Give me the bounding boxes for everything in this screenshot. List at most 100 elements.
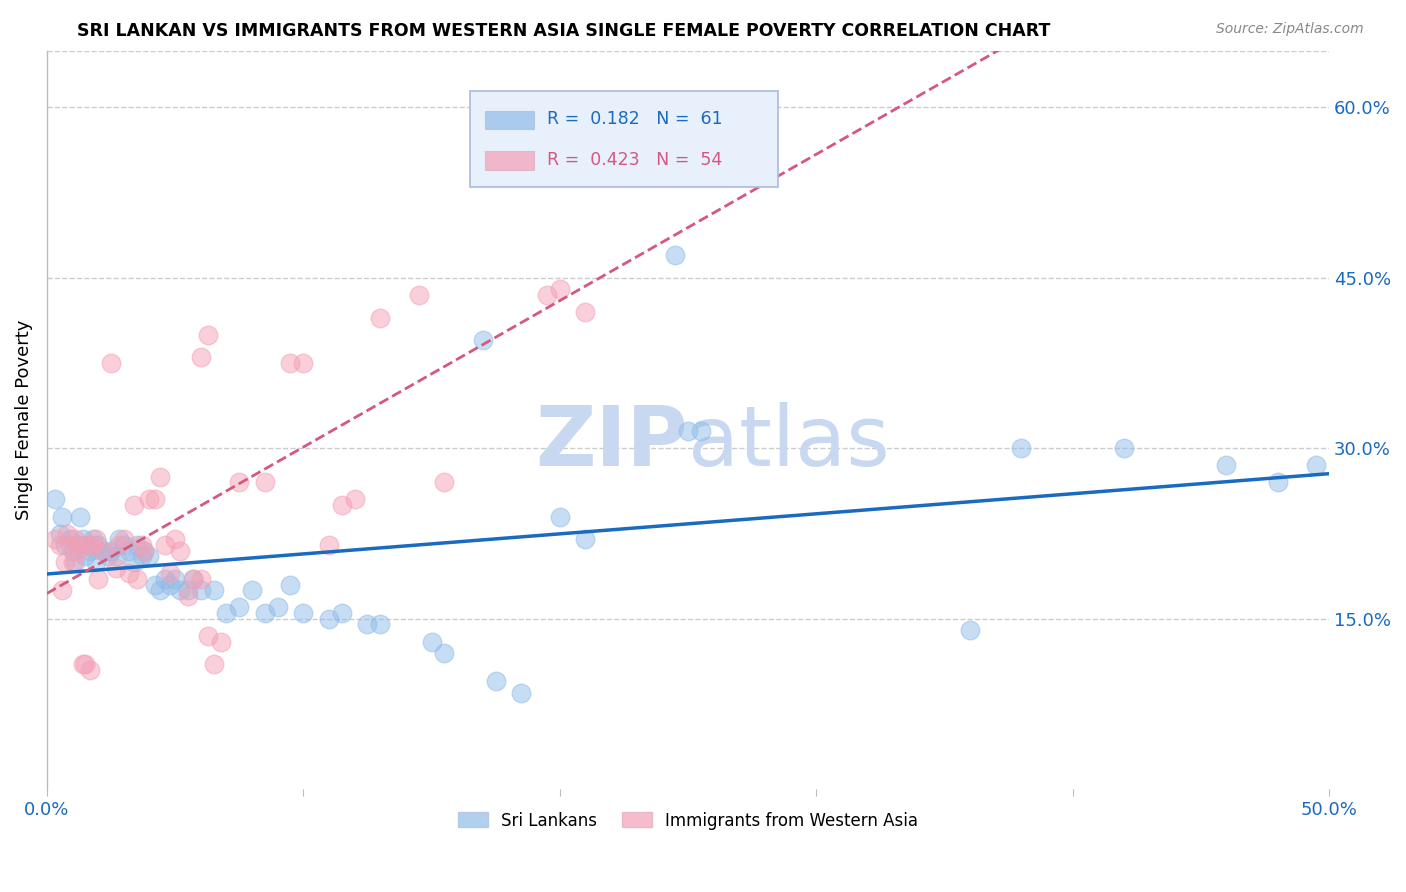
Y-axis label: Single Female Poverty: Single Female Poverty — [15, 319, 32, 520]
Point — [143, 577, 166, 591]
Point — [131, 549, 153, 564]
Point — [62, 543, 84, 558]
Point — [51, 509, 73, 524]
Point — [330, 606, 353, 620]
Point — [122, 498, 145, 512]
Point — [134, 543, 156, 558]
Point — [138, 549, 160, 564]
Point — [190, 351, 212, 365]
Point — [82, 538, 104, 552]
Point — [69, 509, 91, 524]
Point — [48, 526, 70, 541]
Point — [153, 538, 176, 552]
Text: atlas: atlas — [688, 401, 890, 483]
FancyBboxPatch shape — [485, 151, 534, 169]
Point — [471, 334, 494, 348]
Point — [75, 657, 97, 672]
Point — [1305, 458, 1327, 473]
Point — [356, 617, 378, 632]
Point — [165, 572, 187, 586]
Point — [66, 543, 89, 558]
Text: SRI LANKAN VS IMMIGRANTS FROM WESTERN ASIA SINGLE FEMALE POVERTY CORRELATION CHA: SRI LANKAN VS IMMIGRANTS FROM WESTERN AS… — [77, 22, 1050, 40]
Point — [368, 310, 391, 325]
Point — [1267, 475, 1289, 490]
Point — [485, 674, 508, 689]
Text: ZIP: ZIP — [536, 401, 688, 483]
Point — [240, 583, 263, 598]
Point — [63, 555, 86, 569]
Point — [209, 634, 232, 648]
Point — [548, 509, 571, 524]
Point — [63, 533, 86, 547]
Point — [368, 617, 391, 632]
Point — [292, 606, 315, 620]
Point — [97, 549, 120, 564]
Point — [105, 560, 128, 574]
Point — [177, 583, 200, 598]
Point — [66, 538, 89, 552]
Point — [153, 572, 176, 586]
Point — [138, 492, 160, 507]
Point — [676, 425, 699, 439]
Text: R =  0.182   N =  61: R = 0.182 N = 61 — [547, 111, 723, 128]
Point — [84, 533, 107, 547]
Point — [485, 152, 508, 166]
Point — [689, 425, 711, 439]
Point — [118, 566, 141, 581]
Point — [177, 589, 200, 603]
Point — [53, 555, 76, 569]
Point — [197, 629, 219, 643]
Point — [56, 526, 79, 541]
Point — [280, 577, 302, 591]
Point — [112, 538, 135, 552]
Point — [215, 606, 238, 620]
Text: R =  0.423   N =  54: R = 0.423 N = 54 — [547, 151, 723, 169]
Point — [510, 686, 533, 700]
Point — [44, 492, 66, 507]
Point — [87, 538, 110, 552]
Point — [159, 566, 181, 581]
Point — [105, 549, 128, 564]
Point — [122, 555, 145, 569]
Point — [202, 657, 225, 672]
Point — [44, 533, 66, 547]
Point — [548, 282, 571, 296]
Point — [91, 543, 114, 558]
Point — [69, 538, 91, 552]
Point — [228, 475, 250, 490]
Point — [87, 572, 110, 586]
Point — [190, 583, 212, 598]
Point — [318, 612, 340, 626]
Point — [82, 533, 104, 547]
Point — [181, 572, 204, 586]
Point — [433, 646, 456, 660]
Point — [1112, 442, 1135, 456]
Point — [77, 538, 100, 552]
Point — [165, 533, 187, 547]
Point — [228, 600, 250, 615]
Point — [318, 538, 340, 552]
Legend: Sri Lankans, Immigrants from Western Asia: Sri Lankans, Immigrants from Western Asi… — [451, 805, 925, 837]
Point — [197, 327, 219, 342]
Point — [48, 538, 70, 552]
Point — [77, 538, 100, 552]
Point — [131, 538, 153, 552]
Point — [664, 248, 686, 262]
Point — [149, 583, 172, 598]
Point — [574, 305, 596, 319]
Point — [169, 543, 191, 558]
Point — [1010, 442, 1032, 456]
Point — [253, 475, 276, 490]
Point — [53, 538, 76, 552]
Point — [62, 555, 84, 569]
Point — [253, 606, 276, 620]
Point — [51, 583, 73, 598]
Point — [574, 533, 596, 547]
Point — [420, 634, 443, 648]
Point — [266, 600, 288, 615]
Point — [72, 657, 94, 672]
Point — [100, 543, 122, 558]
Point — [134, 543, 156, 558]
Point — [169, 583, 191, 598]
Point — [1215, 458, 1237, 473]
